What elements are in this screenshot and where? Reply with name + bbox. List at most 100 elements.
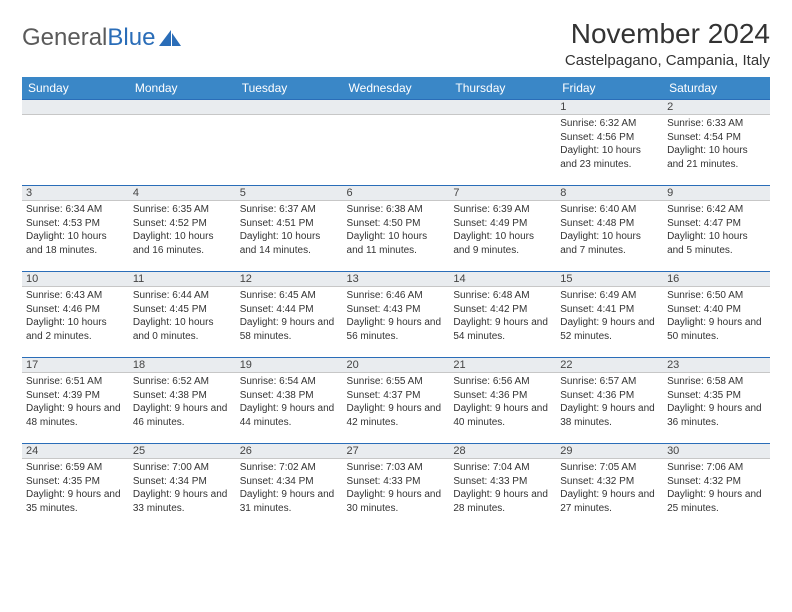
header-thursday: Thursday: [449, 77, 556, 99]
day-number: 14: [449, 271, 556, 287]
daylight-text: Daylight: 10 hours and 0 minutes.: [133, 316, 232, 343]
daylight-text: Daylight: 10 hours and 9 minutes.: [453, 230, 552, 257]
sunset-text: Sunset: 4:52 PM: [133, 217, 232, 231]
day-cell: 28Sunrise: 7:04 AMSunset: 4:33 PMDayligh…: [449, 443, 556, 529]
daylight-text: Daylight: 9 hours and 38 minutes.: [560, 402, 659, 429]
day-cell: 16Sunrise: 6:50 AMSunset: 4:40 PMDayligh…: [663, 271, 770, 357]
day-number: 1: [556, 99, 663, 115]
day-details: [449, 115, 556, 119]
daylight-text: Daylight: 9 hours and 48 minutes.: [26, 402, 125, 429]
day-details: Sunrise: 6:55 AMSunset: 4:37 PMDaylight:…: [343, 373, 450, 431]
sunset-text: Sunset: 4:42 PM: [453, 303, 552, 317]
logo-word2: Blue: [107, 24, 155, 51]
day-number: 11: [129, 271, 236, 287]
sunset-text: Sunset: 4:37 PM: [347, 389, 446, 403]
sunset-text: Sunset: 4:34 PM: [133, 475, 232, 489]
day-number: 8: [556, 185, 663, 201]
calendar-body: 1Sunrise: 6:32 AMSunset: 4:56 PMDaylight…: [22, 99, 770, 529]
day-details: Sunrise: 6:50 AMSunset: 4:40 PMDaylight:…: [663, 287, 770, 345]
calendar-table: Sunday Monday Tuesday Wednesday Thursday…: [22, 77, 770, 529]
calendar-page: GeneralBlue November 2024 Castelpagano, …: [0, 0, 792, 547]
day-cell: 29Sunrise: 7:05 AMSunset: 4:32 PMDayligh…: [556, 443, 663, 529]
day-number: 20: [343, 357, 450, 373]
sunset-text: Sunset: 4:36 PM: [453, 389, 552, 403]
daylight-text: Daylight: 10 hours and 18 minutes.: [26, 230, 125, 257]
day-cell: 25 Sunrise: 7:00 AMSunset: 4:34 PMDayligh…: [129, 443, 236, 529]
daylight-text: Daylight: 9 hours and 28 minutes.: [453, 488, 552, 515]
sunrise-text: Sunrise: 6:38 AM: [347, 203, 446, 217]
day-details: Sunrise: 6:39 AMSunset: 4:49 PMDaylight:…: [449, 201, 556, 259]
day-details: Sunrise: 6:51 AMSunset: 4:39 PMDaylight:…: [22, 373, 129, 431]
sunrise-text: Sunrise: 6:42 AM: [667, 203, 766, 217]
day-number: 29: [556, 443, 663, 459]
daylight-text: Daylight: 10 hours and 23 minutes.: [560, 144, 659, 171]
day-details: [22, 115, 129, 119]
daylight-text: Daylight: 9 hours and 33 minutes.: [133, 488, 232, 515]
day-details: Sunrise: 6:48 AMSunset: 4:42 PMDaylight:…: [449, 287, 556, 345]
day-details: Sunrise: 6:45 AMSunset: 4:44 PMDaylight:…: [236, 287, 343, 345]
day-number: 25: [129, 443, 236, 459]
day-cell: 9Sunrise: 6:42 AMSunset: 4:47 PMDaylight…: [663, 185, 770, 271]
sunset-text: Sunset: 4:32 PM: [560, 475, 659, 489]
sunset-text: Sunset: 4:38 PM: [133, 389, 232, 403]
week-row: 1Sunrise: 6:32 AMSunset: 4:56 PMDaylight…: [22, 99, 770, 185]
week-row: 24Sunrise: 6:59 AMSunset: 4:35 PMDayligh…: [22, 443, 770, 529]
day-number: 3: [22, 185, 129, 201]
header-saturday: Saturday: [663, 77, 770, 99]
sunset-text: Sunset: 4:40 PM: [667, 303, 766, 317]
day-cell: 27Sunrise: 7:03 AMSunset: 4:33 PMDayligh…: [343, 443, 450, 529]
day-details: Sunrise: 6:38 AMSunset: 4:50 PMDaylight:…: [343, 201, 450, 259]
day-number: 21: [449, 357, 556, 373]
sunset-text: Sunset: 4:51 PM: [240, 217, 339, 231]
sunset-text: Sunset: 4:34 PM: [240, 475, 339, 489]
sunrise-text: Sunrise: 7:00 AM: [133, 461, 232, 475]
day-cell: [449, 99, 556, 185]
day-number: 23: [663, 357, 770, 373]
day-cell: 4Sunrise: 6:35 AMSunset: 4:52 PMDaylight…: [129, 185, 236, 271]
daylight-text: Daylight: 9 hours and 58 minutes.: [240, 316, 339, 343]
sunrise-text: Sunrise: 6:55 AM: [347, 375, 446, 389]
day-details: Sunrise: 6:49 AMSunset: 4:41 PMDaylight:…: [556, 287, 663, 345]
sunrise-text: Sunrise: 7:04 AM: [453, 461, 552, 475]
daylight-text: Daylight: 9 hours and 36 minutes.: [667, 402, 766, 429]
daylight-text: Daylight: 9 hours and 52 minutes.: [560, 316, 659, 343]
day-details: Sunrise: 6:46 AMSunset: 4:43 PMDaylight:…: [343, 287, 450, 345]
day-number: 6: [343, 185, 450, 201]
day-details: Sunrise: 6:43 AMSunset: 4:46 PMDaylight:…: [22, 287, 129, 345]
day-cell: 24Sunrise: 6:59 AMSunset: 4:35 PMDayligh…: [22, 443, 129, 529]
day-cell: 8 Sunrise: 6:40 AMSunset: 4:48 PMDaylight…: [556, 185, 663, 271]
sunset-text: Sunset: 4:47 PM: [667, 217, 766, 231]
sunset-text: Sunset: 4:35 PM: [667, 389, 766, 403]
sunrise-text: Sunrise: 6:40 AM: [560, 203, 659, 217]
sunset-text: Sunset: 4:32 PM: [667, 475, 766, 489]
day-cell: 20Sunrise: 6:55 AMSunset: 4:37 PMDayligh…: [343, 357, 450, 443]
day-details: Sunrise: 7:04 AMSunset: 4:33 PMDaylight:…: [449, 459, 556, 517]
sunrise-text: Sunrise: 7:06 AM: [667, 461, 766, 475]
day-number: 28: [449, 443, 556, 459]
daylight-text: Daylight: 9 hours and 31 minutes.: [240, 488, 339, 515]
day-details: Sunrise: 6:56 AMSunset: 4:36 PMDaylight:…: [449, 373, 556, 431]
day-number: 17: [22, 357, 129, 373]
day-number: [449, 99, 556, 115]
daylight-text: Daylight: 10 hours and 21 minutes.: [667, 144, 766, 171]
daylight-text: Daylight: 10 hours and 5 minutes.: [667, 230, 766, 257]
sunset-text: Sunset: 4:39 PM: [26, 389, 125, 403]
day-cell: 2Sunrise: 6:33 AMSunset: 4:54 PMDaylight…: [663, 99, 770, 185]
day-details: Sunrise: 7:02 AMSunset: 4:34 PMDaylight:…: [236, 459, 343, 517]
day-cell: 26Sunrise: 7:02 AMSunset: 4:34 PMDayligh…: [236, 443, 343, 529]
day-number: 10: [22, 271, 129, 287]
sunset-text: Sunset: 4:53 PM: [26, 217, 125, 231]
week-row: 10Sunrise: 6:43 AMSunset: 4:46 PMDayligh…: [22, 271, 770, 357]
daylight-text: Daylight: 10 hours and 7 minutes.: [560, 230, 659, 257]
daylight-text: Daylight: 9 hours and 42 minutes.: [347, 402, 446, 429]
week-row: 17Sunrise: 6:51 AMSunset: 4:39 PMDayligh…: [22, 357, 770, 443]
sunrise-text: Sunrise: 7:03 AM: [347, 461, 446, 475]
sunrise-text: Sunrise: 6:37 AM: [240, 203, 339, 217]
sunrise-text: Sunrise: 6:33 AM: [667, 117, 766, 131]
sunset-text: Sunset: 4:48 PM: [560, 217, 659, 231]
sunrise-text: Sunrise: 6:39 AM: [453, 203, 552, 217]
title-block: November 2024 Castelpagano, Campania, It…: [565, 18, 770, 69]
day-cell: 23Sunrise: 6:58 AMSunset: 4:35 PMDayligh…: [663, 357, 770, 443]
daylight-text: Daylight: 9 hours and 56 minutes.: [347, 316, 446, 343]
day-cell: 17Sunrise: 6:51 AMSunset: 4:39 PMDayligh…: [22, 357, 129, 443]
